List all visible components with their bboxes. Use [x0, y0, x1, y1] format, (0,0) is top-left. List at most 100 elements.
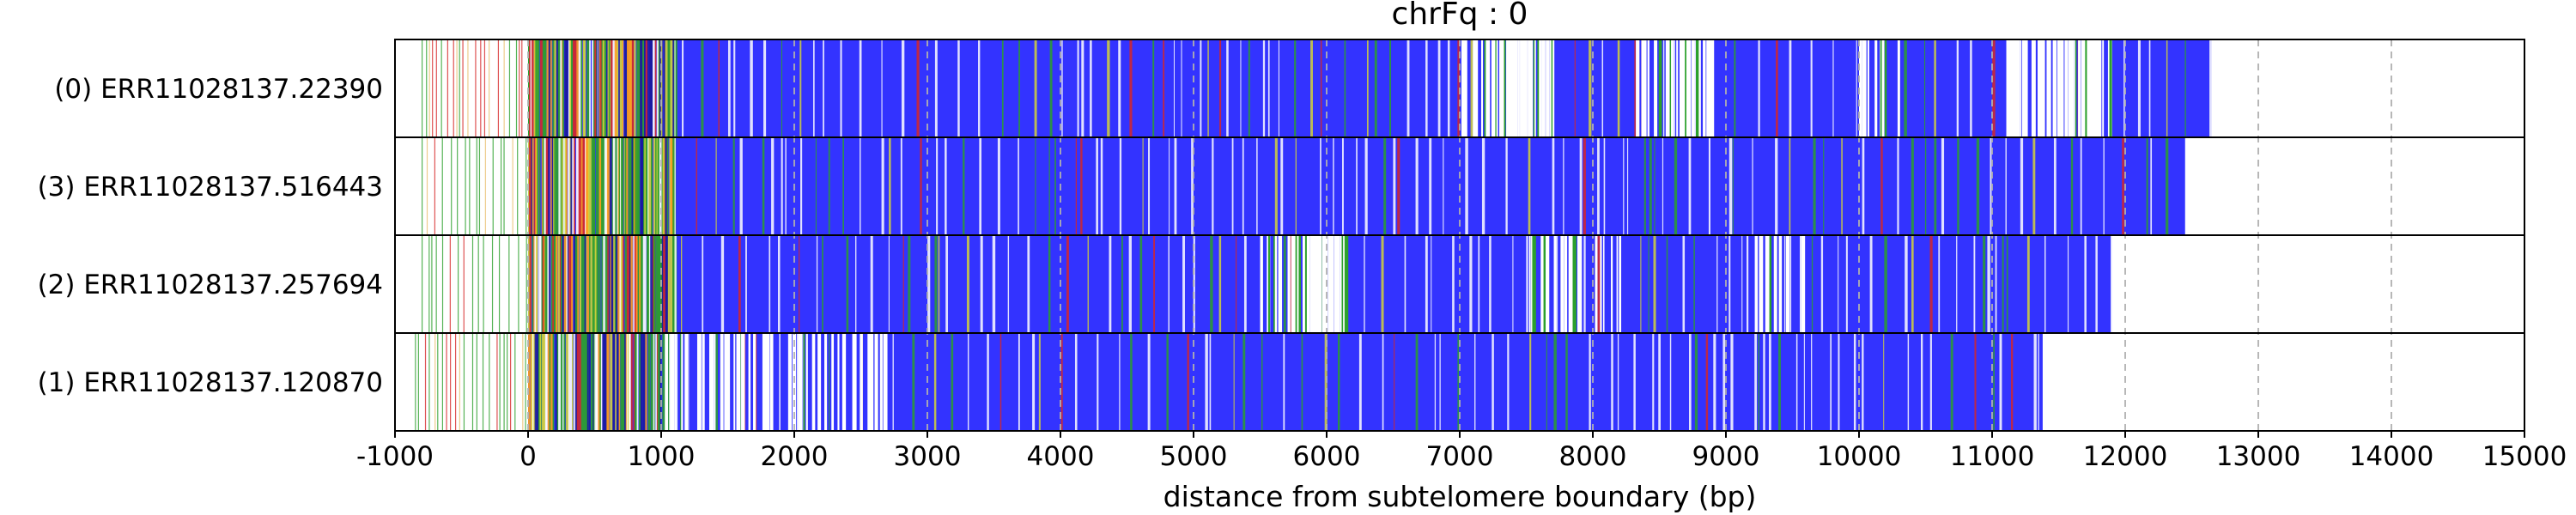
variant-mark — [654, 39, 657, 137]
variant-mark — [624, 333, 627, 431]
variant-mark — [662, 137, 665, 235]
variant-mark — [1786, 235, 1789, 333]
tick-label: 7000 — [1426, 441, 1494, 472]
variant-mark — [1600, 235, 1602, 333]
variant-mark — [1883, 333, 1885, 431]
variant-mark — [1773, 235, 1777, 333]
variant-mark — [1096, 137, 1098, 235]
variant-mark — [1950, 333, 1953, 431]
variant-mark — [424, 333, 427, 431]
variant-mark — [726, 333, 731, 431]
variant-mark — [1001, 39, 1004, 137]
variant-mark — [980, 235, 983, 333]
variant-mark — [477, 235, 479, 333]
variant-mark — [616, 333, 620, 431]
variant-mark — [1169, 137, 1170, 235]
variant-mark — [1358, 333, 1362, 431]
variant-mark — [1231, 137, 1234, 235]
variant-mark — [603, 235, 607, 333]
chart-title: chrFq : 0 — [1392, 0, 1528, 32]
variant-mark — [532, 235, 534, 333]
variant-mark — [1911, 235, 1914, 333]
variant-mark — [1034, 39, 1037, 137]
variant-mark — [2023, 39, 2028, 137]
variant-mark — [645, 137, 649, 235]
variant-mark — [578, 137, 582, 235]
variant-mark — [720, 333, 724, 431]
variant-mark — [1374, 39, 1377, 137]
variant-mark — [582, 235, 586, 333]
variant-mark — [2082, 39, 2086, 137]
variant-mark — [642, 235, 645, 333]
variant-mark — [630, 333, 633, 431]
variant-mark — [1415, 137, 1419, 235]
variant-mark — [769, 235, 771, 333]
variant-mark — [579, 235, 582, 333]
variant-mark — [1934, 39, 1936, 137]
variant-mark — [1100, 137, 1103, 235]
variant-mark — [1327, 235, 1332, 333]
variant-mark — [640, 235, 644, 333]
variant-mark — [566, 333, 570, 431]
variant-mark — [1649, 137, 1652, 235]
variant-mark — [580, 39, 583, 137]
variant-mark — [966, 235, 969, 333]
variant-mark — [1191, 137, 1194, 235]
variant-mark — [1218, 235, 1222, 333]
variant-mark — [871, 333, 874, 431]
variant-mark — [2085, 39, 2087, 137]
variant-mark — [434, 333, 436, 431]
variant-mark — [1152, 39, 1155, 137]
variant-mark — [824, 333, 828, 431]
variant-mark — [1884, 39, 1887, 137]
variant-mark — [2184, 39, 2186, 137]
variant-mark — [634, 39, 636, 137]
variant-mark — [569, 39, 573, 137]
variant-mark — [1537, 39, 1540, 137]
variant-mark — [628, 137, 632, 235]
variant-mark — [595, 333, 598, 431]
variant-mark — [589, 39, 591, 137]
variant-mark — [600, 333, 603, 431]
variant-mark — [1728, 137, 1733, 235]
variant-mark — [1200, 39, 1202, 137]
variant-mark — [1504, 39, 1506, 137]
variant-mark — [779, 333, 781, 431]
variant-mark — [1759, 235, 1761, 333]
variant-mark — [1128, 235, 1132, 333]
variant-mark — [2018, 39, 2020, 137]
variant-mark — [750, 39, 753, 137]
variant-mark — [1528, 137, 1531, 235]
variant-mark — [518, 235, 519, 333]
variant-mark — [623, 333, 625, 431]
variant-mark — [544, 333, 548, 431]
variant-mark — [618, 137, 621, 235]
variant-mark — [670, 39, 674, 137]
variant-mark — [617, 39, 619, 137]
variant-mark — [1865, 39, 1867, 137]
variant-mark — [1907, 333, 1910, 431]
variant-mark — [582, 137, 586, 235]
variant-mark — [1640, 235, 1642, 333]
variant-mark — [2079, 39, 2081, 137]
variant-mark — [574, 39, 577, 137]
variant-mark — [604, 137, 608, 235]
variant-mark — [1841, 137, 1843, 235]
variant-mark — [938, 235, 940, 333]
variant-mark — [672, 333, 675, 431]
variant-mark — [610, 333, 613, 431]
variant-mark — [1574, 39, 1576, 137]
variant-mark — [1256, 137, 1258, 235]
variant-mark — [449, 235, 451, 333]
variant-mark — [2064, 39, 2069, 137]
variant-mark — [2166, 137, 2169, 235]
variant-mark — [1527, 39, 1529, 137]
variant-mark — [576, 333, 580, 431]
variant-mark — [854, 333, 857, 431]
variant-mark — [672, 137, 677, 235]
variant-mark — [1532, 235, 1534, 333]
variant-mark — [568, 235, 573, 333]
variant-mark — [653, 39, 655, 137]
variant-mark — [867, 333, 872, 431]
variant-mark — [1669, 333, 1672, 431]
